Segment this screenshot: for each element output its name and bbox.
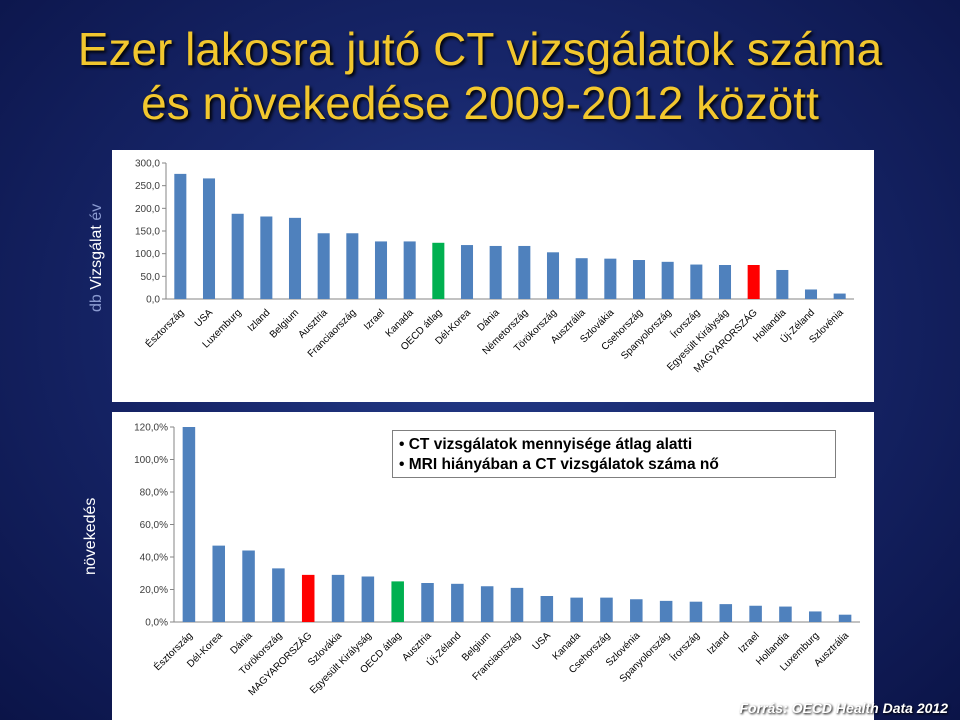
- chart1-bar: [460, 245, 474, 299]
- chart1-bar: [833, 293, 846, 299]
- chart2-y-tick-label: 40,0%: [140, 553, 168, 564]
- chart2-bar: [391, 581, 404, 622]
- chart2-svg: 0,0%20,0%40,0%60,0%80,0%100,0%120,0%Észt…: [134, 423, 860, 698]
- chart1-y-tick-label: 0,0: [146, 295, 160, 306]
- chart1-bar: [288, 217, 302, 299]
- chart1-bar: [518, 245, 531, 299]
- chart2-bar: [182, 427, 196, 622]
- chart2-bar: [242, 550, 255, 622]
- chart1-bar: [632, 260, 646, 299]
- chart2-y-tick-label: 120,0%: [134, 423, 168, 434]
- chart2-y-tick-label: 0,0%: [145, 618, 168, 629]
- chart2-y-tick-label: 60,0%: [140, 520, 168, 531]
- chart1-svg: 0,0 50,0 100,0 150,0 200,0 250,0 300,0 Észtorsz…: [135, 159, 854, 375]
- chart2-bar: [301, 574, 315, 622]
- chart2-y-tick-label: 20,0%: [140, 585, 168, 596]
- chart2-bar: [331, 574, 345, 622]
- chart1-bar: [804, 289, 818, 299]
- chart1-bar: [747, 265, 760, 299]
- chart2-bar: [272, 568, 285, 622]
- chart1-bar: [346, 233, 359, 299]
- chart2-bar: [779, 606, 792, 622]
- chart1-bar: [489, 245, 502, 299]
- chart1-x-tick-label: Spanyolország: [619, 307, 674, 362]
- chart1-bar: [174, 173, 187, 299]
- chart1-x-tick-label: Belgium: [268, 307, 301, 340]
- source-note: Forrás: OECD Health Data 2012: [739, 700, 948, 716]
- chart2-x-tick-label: Írország: [667, 629, 702, 664]
- y-label-unit-ev: év: [88, 203, 105, 221]
- chart2-x-tick-label: USA: [531, 630, 554, 653]
- note-line-2: • MRI hiányában a CT vizsgálatok száma n…: [399, 456, 719, 473]
- chart1-y-tick-label: 50,0: [141, 272, 161, 283]
- chart1-bar: [202, 178, 216, 299]
- chart1-y-axis-label: db Vizsgálat év: [88, 204, 106, 312]
- note-box: • CT vizsgálatok mennyisége átlag alatti…: [392, 430, 836, 478]
- chart2-bar: [838, 614, 852, 622]
- chart1-bar: [317, 233, 330, 299]
- chart1-bar: [403, 241, 416, 299]
- chart1-bar: [374, 241, 388, 299]
- y-label-main: Vizsgálat: [88, 225, 105, 290]
- chart2-bar: [212, 545, 226, 622]
- chart1-bar: [546, 252, 560, 299]
- chart2-bar: [600, 597, 613, 622]
- chart2-bar: [510, 587, 524, 622]
- chart1-bar: [661, 261, 674, 299]
- chart2-bar: [540, 596, 554, 622]
- chart1-y-tick-label: 200,0: [135, 204, 160, 215]
- chart2-y-axis-label: növekedés: [82, 497, 99, 575]
- chart2-bar: [659, 600, 673, 622]
- title-line-2: és növekedése 2009-2012 között: [141, 77, 819, 129]
- note-line-1-text: CT vizsgálatok mennyisége átlag alatti: [408, 436, 693, 453]
- chart1-bar: [690, 264, 703, 299]
- chart2-bar: [480, 586, 494, 622]
- chart2-bar: [689, 601, 703, 622]
- chart2-x-tick-label: Dánia: [228, 630, 255, 657]
- chart1-y-tick-label: 300,0: [135, 159, 160, 170]
- chart1-y-tick-label: 250,0: [135, 181, 160, 192]
- chart1-y-tick-label: 150,0: [135, 227, 160, 238]
- chart2-x-tick-label: Izrael: [737, 630, 762, 655]
- chart1-panel: 0,0 50,0 100,0 150,0 200,0 250,0 300,0 Észtorsz…: [112, 150, 874, 402]
- chart2-bar: [749, 605, 762, 622]
- chart1-bar: [776, 269, 789, 299]
- chart1-bar: [718, 265, 732, 299]
- chart1-y-tick-label: 100,0: [135, 249, 160, 260]
- chart1-bar: [260, 216, 273, 299]
- page-title: Ezer lakosra jutó CT vizsgálatok száma é…: [0, 22, 960, 130]
- chart1-x-tick-label: Izland: [246, 307, 273, 334]
- chart2-y-tick-label: 100,0%: [134, 455, 168, 466]
- chart1-bar: [231, 213, 244, 299]
- chart2-bar: [719, 604, 733, 622]
- chart2-y-tick-label: 80,0%: [140, 488, 168, 499]
- y-label-unit-db: db: [88, 294, 105, 312]
- note-line-2-text: MRI hiányában a CT vizsgálatok száma nő: [408, 456, 719, 473]
- chart1-x-tick-label: USA: [193, 307, 216, 330]
- chart1-x-tick-label: Dánia: [476, 307, 503, 334]
- chart2-bar: [451, 583, 464, 622]
- note-line-1: • CT vizsgálatok mennyisége átlag alatti: [399, 436, 693, 453]
- title-line-1: Ezer lakosra jutó CT vizsgálatok száma: [77, 23, 883, 75]
- chart2-bar: [570, 597, 583, 622]
- chart1-bar: [432, 242, 445, 299]
- chart2-bar: [630, 599, 643, 622]
- chart1-x-tick-label: Izrael: [362, 307, 387, 332]
- chart1-bar: [604, 258, 617, 299]
- chart2-bar: [421, 583, 434, 622]
- chart2-bar: [361, 576, 375, 622]
- chart2-x-tick-label: Izland: [705, 630, 732, 657]
- chart2-bar: [808, 611, 822, 622]
- chart1-x-tick-label: Észtország: [142, 306, 186, 350]
- chart1-bar: [575, 258, 588, 299]
